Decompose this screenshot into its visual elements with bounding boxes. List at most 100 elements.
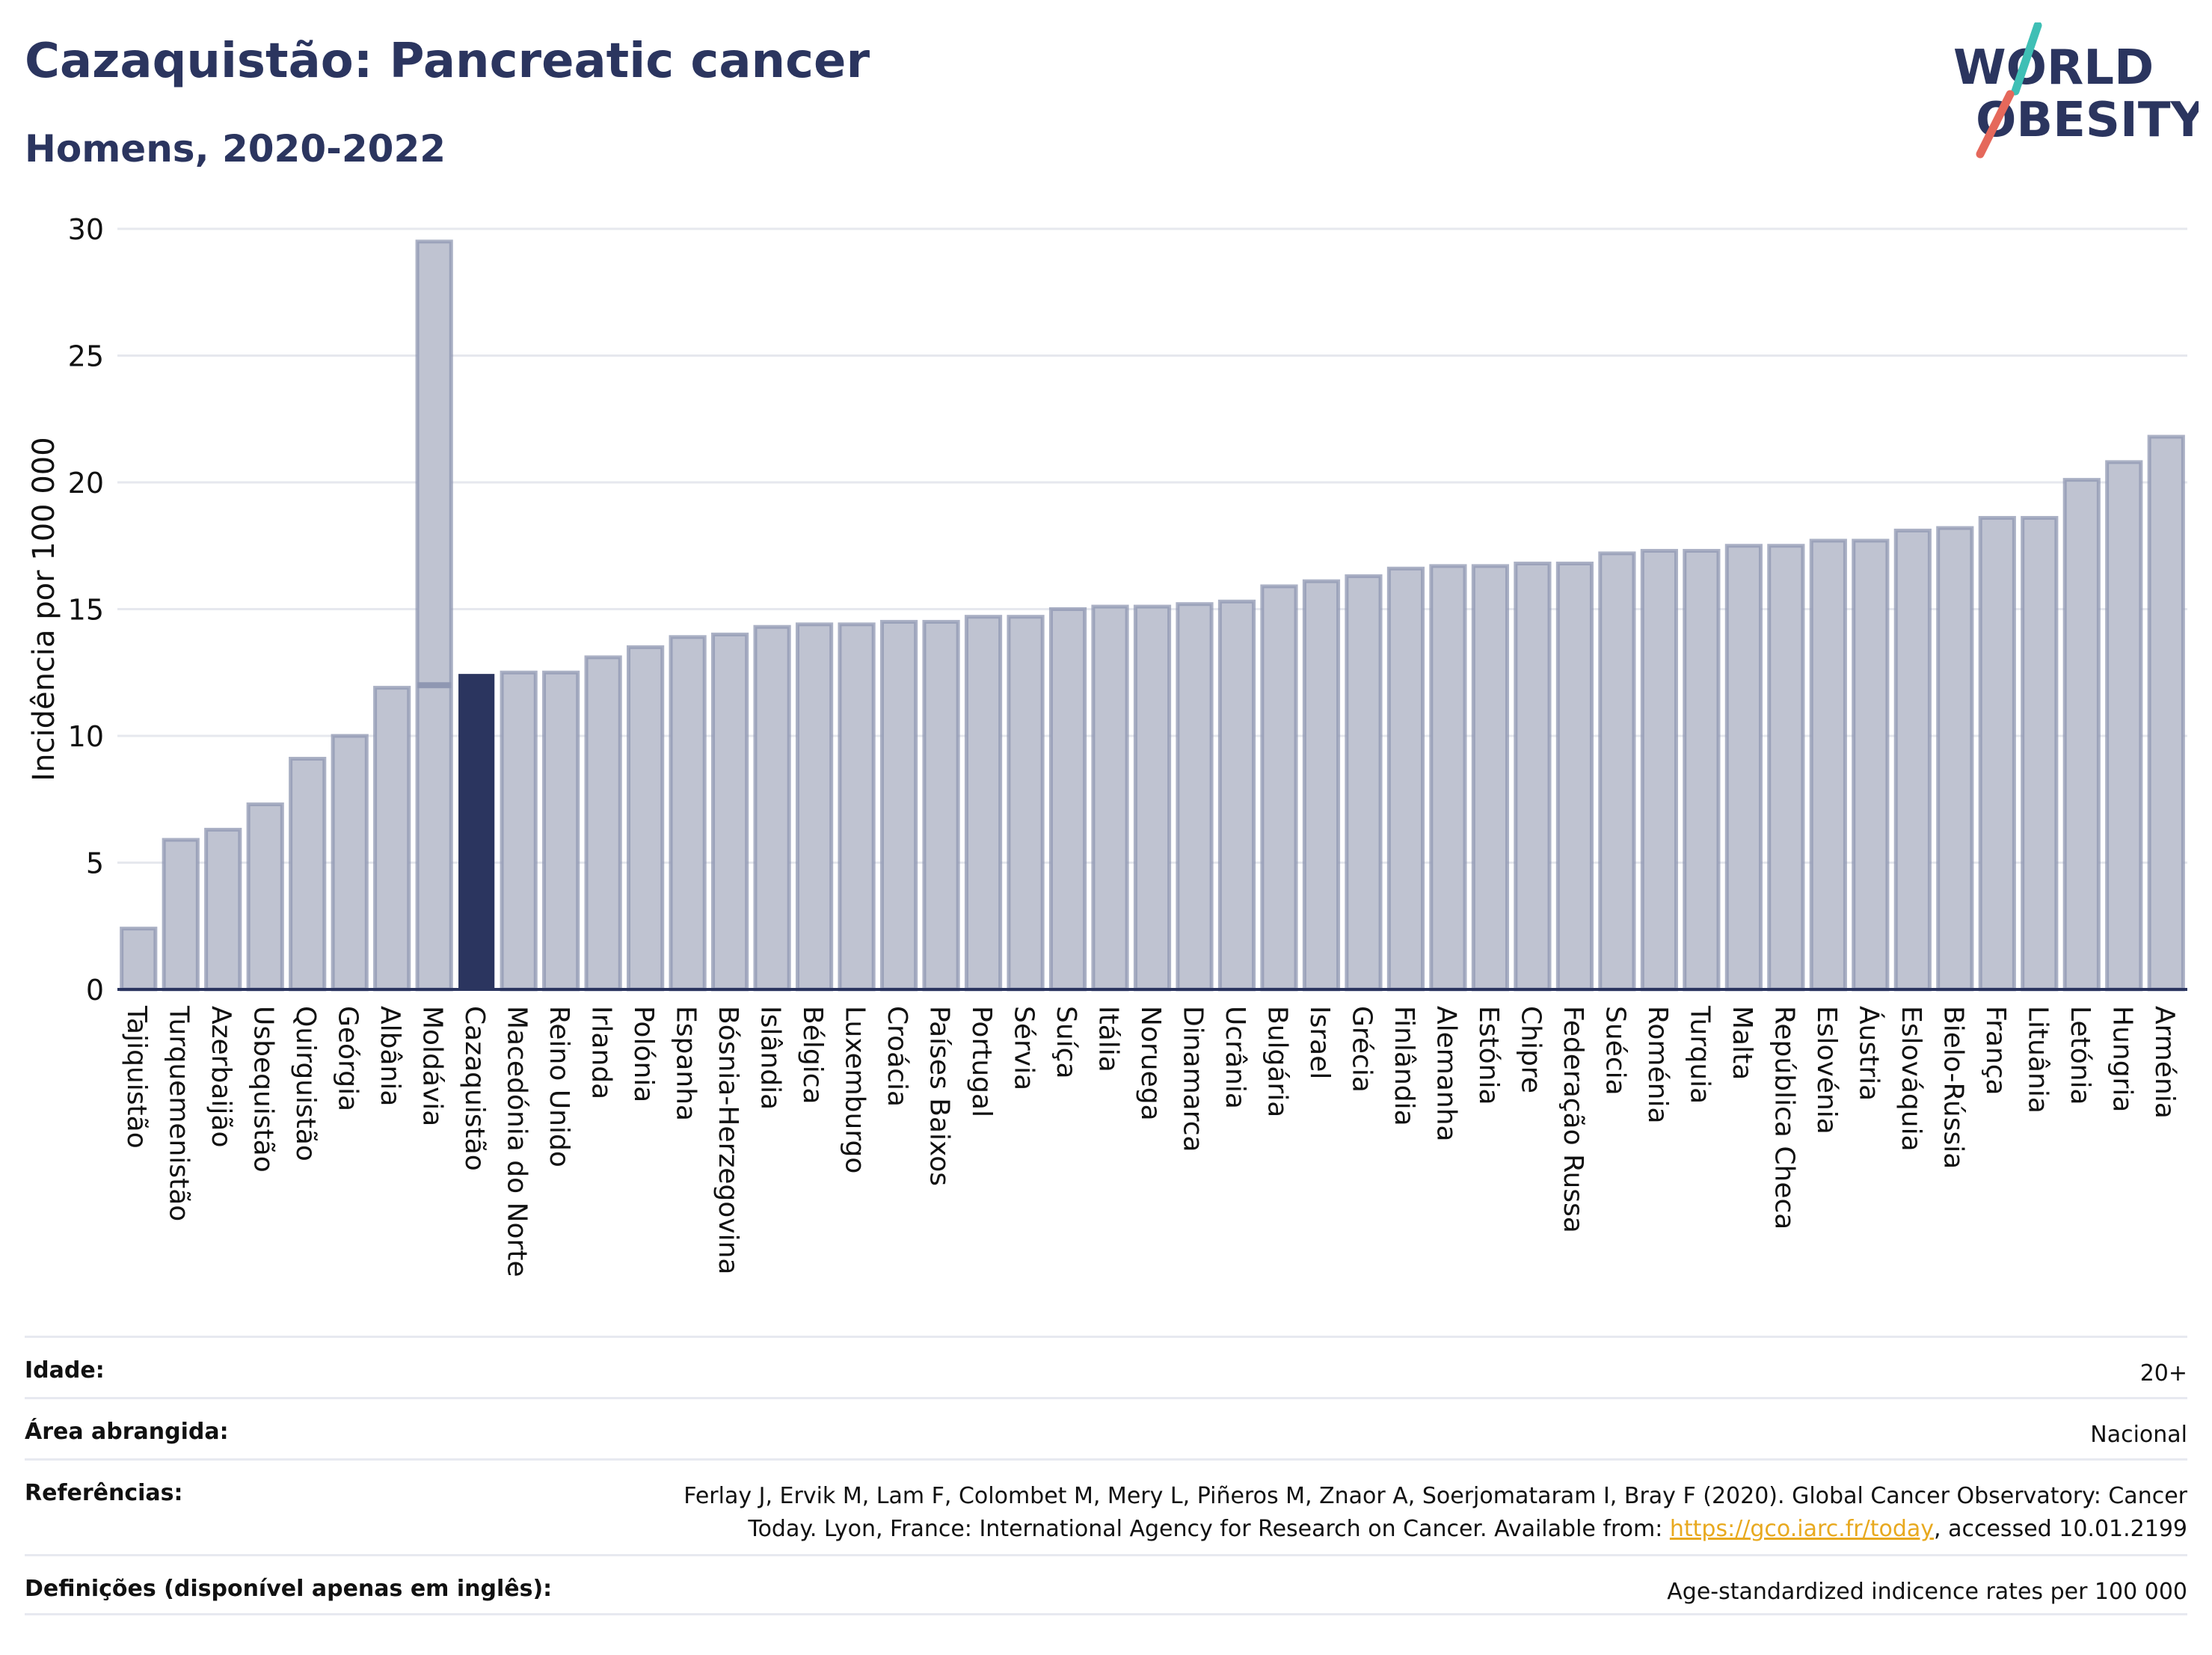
bar-15 [753,624,791,992]
category-label-21: Sérvia [1009,1006,1039,1090]
bar-chart: 0 5 10 15 20 25 30 Tajiquistão Turquemenistão Az… [27,213,2187,1277]
category-label-47: Hungria [2107,1006,2137,1112]
bar-47 [2105,460,2143,992]
world-obesity-logo: WORLD OBESITY [1953,22,2199,159]
y-tick-label-5: 5 [86,847,104,880]
category-label-34: Federação Russa [1558,1006,1588,1233]
age-row: Idade: 20+ [25,1336,2187,1397]
y-axis-label: Incidência por 100 000 [27,437,61,781]
bar-20 [964,615,1003,992]
category-label-10: Reino Unido [544,1006,574,1167]
bar-6 [373,686,411,992]
bar-31 [1429,564,1467,992]
bar-42 [1893,528,1932,992]
bar-24 [1133,604,1172,992]
bar-27 [1260,584,1298,992]
category-label-17: Luxemburgo [840,1006,870,1173]
category-label-30: Finlândia [1389,1006,1419,1126]
category-label-46: Letónia [2065,1006,2095,1105]
category-label-19: Países Baixos [924,1006,955,1186]
category-label-27: Bulgária [1262,1006,1292,1117]
chart-metadata-table: Idade: 20+ Área abrangida: Nacional Refe… [25,1336,2187,1615]
bar-1 [162,838,200,992]
category-label-9: Macedónia do Norte [502,1006,532,1277]
category-label-39: República Checa [1769,1006,1799,1229]
category-label-41: Áustria [1853,1006,1884,1101]
references-row: Referências: Ferlay J, Ervik M, Lam F, C… [25,1458,2187,1554]
category-label-45: Lituânia [2022,1006,2053,1114]
category-label-12: Polónia [628,1006,659,1102]
category-label-22: Suíça [1051,1006,1081,1079]
bar-37 [1683,549,1721,992]
chart-title: Cazaquistão: Pancreatic cancer [25,34,870,89]
bar-18 [879,619,918,992]
bar-26 [1217,599,1256,992]
category-label-3: Usbequistão [248,1006,279,1173]
category-label-38: Malta [1727,1006,1757,1080]
logo-slash-top [2011,22,2042,96]
bar-16 [795,622,834,992]
chart-subtitle: Homens, 2020-2022 [25,127,446,171]
bar-13 [669,635,707,992]
bar-3 [246,802,284,992]
category-label-5: Geórgia [333,1006,363,1111]
logo-slash-bottom [1976,90,2015,159]
category-label-23: Itália [1093,1006,1124,1072]
category-label-8: Cazaquistão [459,1006,490,1171]
category-label-40: Eslovénia [1811,1006,1842,1134]
logo-line-1: WORLD [1953,40,2154,96]
category-label-20: Portugal [966,1006,997,1117]
category-label-7: Moldávia [417,1006,448,1126]
axes: 0 5 10 15 20 25 30 [68,213,2187,1007]
bar-32 [1471,564,1510,992]
category-label-43: Bielo-Rússia [1938,1006,1968,1169]
category-label-24: Noruega [1135,1006,1166,1121]
bar-30 [1386,566,1425,992]
category-label-2: Azerbaijão [206,1006,236,1147]
area-label: Área abrangida: [25,1419,229,1445]
bar-8 [458,674,495,991]
bar-5 [331,734,369,992]
bar-41 [1852,538,1890,992]
category-label-28: Israel [1304,1006,1335,1079]
bar-14 [711,632,749,992]
category-label-0: Tajiquistão [121,1005,152,1149]
bar-48 [2147,435,2185,992]
bar-36 [1640,549,1678,992]
y-tick-label-0: 0 [86,974,104,1007]
category-label-35: Suécia [1600,1006,1630,1096]
bar-44 [1978,515,2016,992]
category-label-42: Eslováquia [1896,1006,1926,1152]
category-label-1: Turquemenistão [164,1005,194,1221]
category-label-4: Quirguistão [290,1006,321,1161]
category-label-37: Turquia [1684,1005,1715,1104]
bar-34 [1555,561,1594,992]
category-label-33: Chipre [1515,1006,1546,1093]
references-label: Referências: [25,1480,183,1506]
area-value: Nacional [2090,1422,2187,1448]
category-label-18: Croácia [882,1006,912,1107]
bar-7 [415,239,453,992]
category-label-31: Alemanha [1431,1006,1461,1142]
category-label-36: Roménia [1642,1006,1673,1124]
bar-2 [204,827,242,992]
definitions-row: Definições (disponível apenas em inglês)… [25,1554,2187,1615]
category-label-32: Estónia [1473,1006,1504,1105]
definitions-label: Definições (disponível apenas em inglês)… [25,1576,553,1602]
bar-4 [289,757,327,992]
age-value: 20+ [2139,1360,2187,1387]
category-label-15: Islândia [755,1006,786,1110]
bar-38 [1724,544,1763,992]
bar-23 [1091,604,1129,992]
age-label: Idade: [25,1357,105,1384]
area-row: Área abrangida: Nacional [25,1397,2187,1458]
bar-25 [1176,602,1214,992]
bar-22 [1048,607,1087,992]
category-label-6: Albânia [375,1006,405,1106]
y-tick-label-15: 15 [68,594,104,627]
bar-39 [1767,544,1805,992]
bar-40 [1809,538,1847,992]
references-link[interactable]: https://gco.iarc.fr/today [1669,1516,1935,1542]
y-tick-label-10: 10 [68,720,104,753]
bar-45 [2021,515,2059,992]
